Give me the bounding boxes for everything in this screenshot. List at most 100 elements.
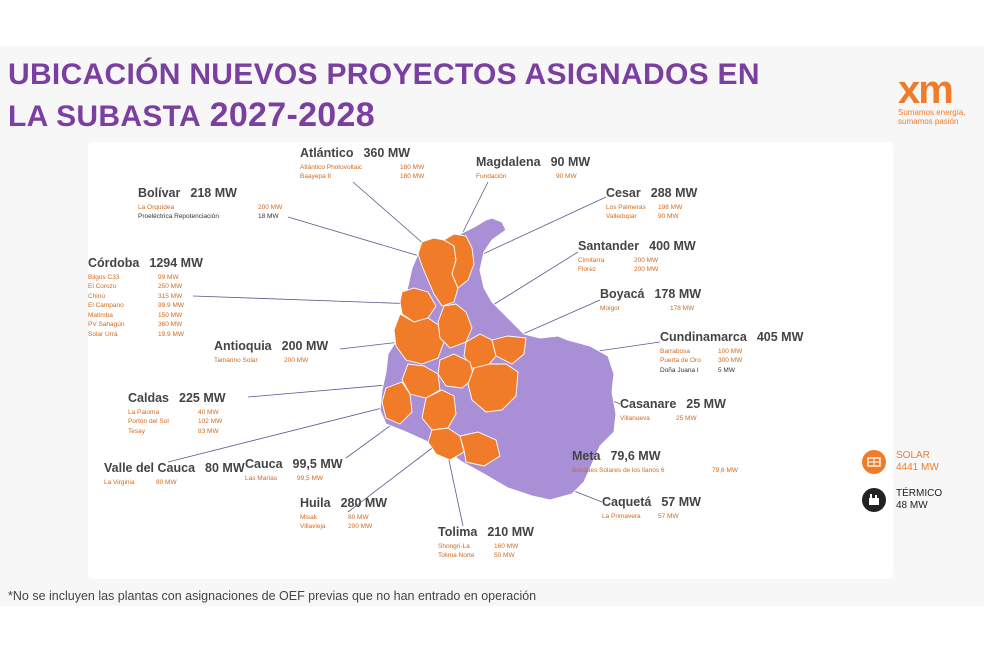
project-row: Portón del Sol 102 MW	[128, 417, 226, 427]
title-line-2-text: la subasta	[8, 100, 201, 133]
project-name: Shongri-La	[438, 542, 470, 550]
project-capacity: 300 MW	[718, 357, 743, 364]
label-cesar: Cesar 288 MW Los Palmeras 198 MW Valledupar 9…	[606, 187, 697, 222]
department-name: Meta	[572, 449, 601, 463]
project-capacity: 57 MW	[658, 512, 679, 520]
project-name: Moigor	[600, 304, 620, 312]
project-capacity: 200 MW	[634, 256, 659, 264]
department-heading: Santander 400 MW	[578, 240, 696, 253]
project-name: PV Sahagún	[88, 321, 125, 328]
project-name: Matimba	[88, 311, 113, 319]
project-capacity: 99.9 MW	[158, 302, 185, 309]
thermal-plant-icon	[862, 488, 886, 512]
department-name: Caldas	[128, 391, 169, 405]
project-name: Bilgos C33	[88, 273, 120, 281]
label-caqueta: Caquetá 57 MW La Primavera 57 MW	[602, 496, 701, 521]
department-heading: Caquetá 57 MW	[602, 496, 701, 509]
project-name: La Orquídea	[138, 203, 175, 211]
department-name: Cesar	[606, 186, 641, 200]
project-capacity: 80 MW	[156, 478, 177, 486]
department-name: Valle del Cauca	[104, 461, 196, 475]
legend-thermal-label: TÉRMICO	[896, 488, 943, 499]
project-capacity: 178 MW	[670, 304, 695, 312]
department-heading: Boyacá 178 MW	[600, 288, 701, 301]
project-name: Los Palmeras	[606, 203, 646, 211]
project-capacity: 90 MW	[658, 213, 679, 220]
department-name: Caquetá	[602, 495, 652, 509]
footnote: *No se incluyen las plantas con asignaci…	[8, 589, 537, 603]
project-name: Atlántico Photovoltaic	[300, 163, 363, 171]
department-name: Córdoba	[88, 256, 140, 270]
project-capacity: 200 MW	[348, 523, 373, 530]
department-capacity: 280 MW	[340, 496, 388, 510]
project-name: Doña Juana I	[660, 366, 699, 374]
project-name: La Primavera	[602, 512, 641, 520]
department-capacity: 288 MW	[650, 186, 698, 200]
project-capacity: 25 MW	[676, 414, 697, 422]
department-name: Antioquia	[214, 339, 272, 353]
legend-solar-label: SOLAR	[896, 450, 930, 461]
project-name: Bosques Solares de los llanos 6	[572, 466, 665, 474]
project-row: Tesay 83 MW	[128, 427, 226, 437]
dept-antioquia	[393, 313, 445, 365]
project-capacity: 200 MW	[284, 356, 309, 364]
project-name: Florez	[578, 266, 597, 273]
dept-caqueta	[459, 431, 501, 467]
department-capacity: 200 MW	[281, 339, 329, 353]
legend-thermal-value: 48 MW	[896, 500, 928, 511]
department-name: Huila	[300, 496, 331, 510]
dept-huila	[427, 427, 465, 461]
department-capacity: 225 MW	[179, 391, 226, 405]
label-tolima: Tolima 210 MW Shongri-La 160 MW Tolima Norte…	[438, 526, 534, 561]
project-name: La Paloma	[128, 408, 160, 416]
project-name: Tolima Norte	[438, 552, 475, 559]
label-bolivar: Bolívar 218 MW La Orquídea 200 MW Proeléctri…	[138, 187, 282, 222]
project-name: Cimitarra	[578, 256, 605, 264]
project-row: Tolima Norte 50 MW	[438, 551, 534, 561]
department-name: Tolima	[438, 525, 478, 539]
project-row: Solar Urrá 19.9 MW	[88, 330, 203, 340]
project-capacity: 50 MW	[494, 552, 515, 559]
dept-casanare-meta	[491, 335, 527, 365]
project-row: Las Marías 99,5 MW	[245, 474, 343, 484]
department-heading: Cundinamarca 405 MW	[660, 331, 803, 344]
project-capacity: 90 MW	[556, 172, 577, 180]
project-capacity: 80 MW	[348, 513, 369, 521]
leader-line-cesar	[469, 196, 607, 261]
project-row: Los Palmeras 198 MW	[606, 203, 697, 213]
title-years: 2027-2028	[209, 96, 375, 134]
project-row: PV Sahagún 360 MW	[88, 320, 203, 330]
dept-valle-cauca	[381, 381, 413, 425]
project-capacity: 315 MW	[158, 292, 183, 300]
project-row: Moigor 178 MW	[600, 304, 701, 314]
project-row: La Orquídea 200 MW	[138, 203, 282, 213]
department-name: Casanare	[620, 397, 677, 411]
leader-line-atlantico	[352, 181, 434, 253]
dept-tolima	[421, 389, 457, 431]
project-capacity: 102 MW	[198, 418, 223, 425]
project-capacity: 360 MW	[158, 321, 183, 328]
label-atlantico: Atlántico 360 MW Atlántico Photovoltaic 180…	[300, 147, 424, 182]
logo-tagline-2: sumamos pasión	[898, 117, 959, 126]
project-capacity: 180 MW	[400, 163, 425, 171]
label-santander: Santander 400 MW Cimitarra 200 MW Florez 200 …	[578, 240, 696, 275]
title-line-2: la subasta 2027-2028	[8, 95, 858, 137]
project-name: Puerta de Oro	[660, 357, 701, 364]
map-panel: Atlántico 360 MW Atlántico Photovoltaic 180…	[88, 142, 942, 579]
project-capacity: 79,6 MW	[712, 466, 739, 474]
department-name: Atlántico	[300, 146, 354, 160]
project-capacity: 40 MW	[198, 408, 219, 416]
project-capacity: 5 MW	[718, 366, 735, 374]
project-capacity: 150 MW	[158, 311, 183, 319]
department-name: Magdalena	[476, 155, 541, 169]
project-capacity: 180 MW	[400, 173, 425, 180]
project-row: Shongri-La 160 MW	[438, 542, 534, 552]
department-capacity: 1294 MW	[149, 256, 203, 270]
department-capacity: 99,5 MW	[292, 457, 343, 471]
label-antioquia: Antioquia 200 MW Tamarino Solar 200 MW	[214, 340, 328, 365]
legend-solar-value: 4441 MW	[896, 462, 939, 473]
project-name: Chinú	[88, 292, 105, 300]
project-row: Tamarino Solar 200 MW	[214, 356, 328, 366]
xm-logo: xm Sumamos energía, sumamos pasión	[898, 70, 978, 126]
project-name: La Virginia	[104, 478, 135, 486]
